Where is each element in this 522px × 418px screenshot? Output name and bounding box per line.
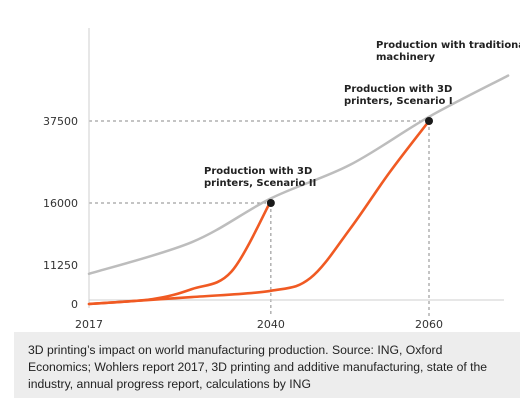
annotation-line: Production with 3D xyxy=(204,166,312,177)
annotation-scenario-2: Production with 3D printers, Scenario II xyxy=(204,166,316,189)
series-line-scenario-1 xyxy=(87,119,431,306)
figure-caption: 3D printing’s impact on world manufactur… xyxy=(14,332,520,398)
series-line-scenario-2 xyxy=(87,199,273,306)
annotation-line: printers, Scenario II xyxy=(204,178,316,189)
x-tick-labels: 2017 2040 2060 xyxy=(75,318,443,331)
annotation-traditional: Production with traditional machinery xyxy=(376,40,520,63)
x-tick-label: 2040 xyxy=(257,318,285,331)
intersection-marker xyxy=(266,199,275,207)
y-tick-label: 0 xyxy=(71,298,78,311)
reference-lines xyxy=(89,120,430,316)
x-tick-label: 2060 xyxy=(415,318,443,331)
annotation-scenario-1: Production with 3D printers, Scenario I xyxy=(344,84,456,107)
y-tick-label: 11250 xyxy=(43,259,78,272)
annotation-line: Production with 3D xyxy=(344,84,452,95)
y-tick-label: 37500 xyxy=(43,115,78,128)
chart-svg: 0 11250 16000 37500 2017 2040 2060 Produ… xyxy=(43,28,520,331)
annotations: Production with traditional machinery Pr… xyxy=(204,40,520,189)
series-line-traditional xyxy=(87,74,510,276)
annotation-line: printers, Scenario I xyxy=(344,96,453,107)
y-tick-label: 16000 xyxy=(43,197,78,210)
y-tick-labels: 0 11250 16000 37500 xyxy=(43,115,78,311)
intersection-marker xyxy=(425,117,433,125)
annotation-line: Production with traditional xyxy=(376,40,520,51)
point-markers xyxy=(266,117,433,207)
annotation-line: machinery xyxy=(376,52,435,63)
x-tick-label: 2017 xyxy=(75,318,103,331)
series-lines xyxy=(87,74,510,306)
